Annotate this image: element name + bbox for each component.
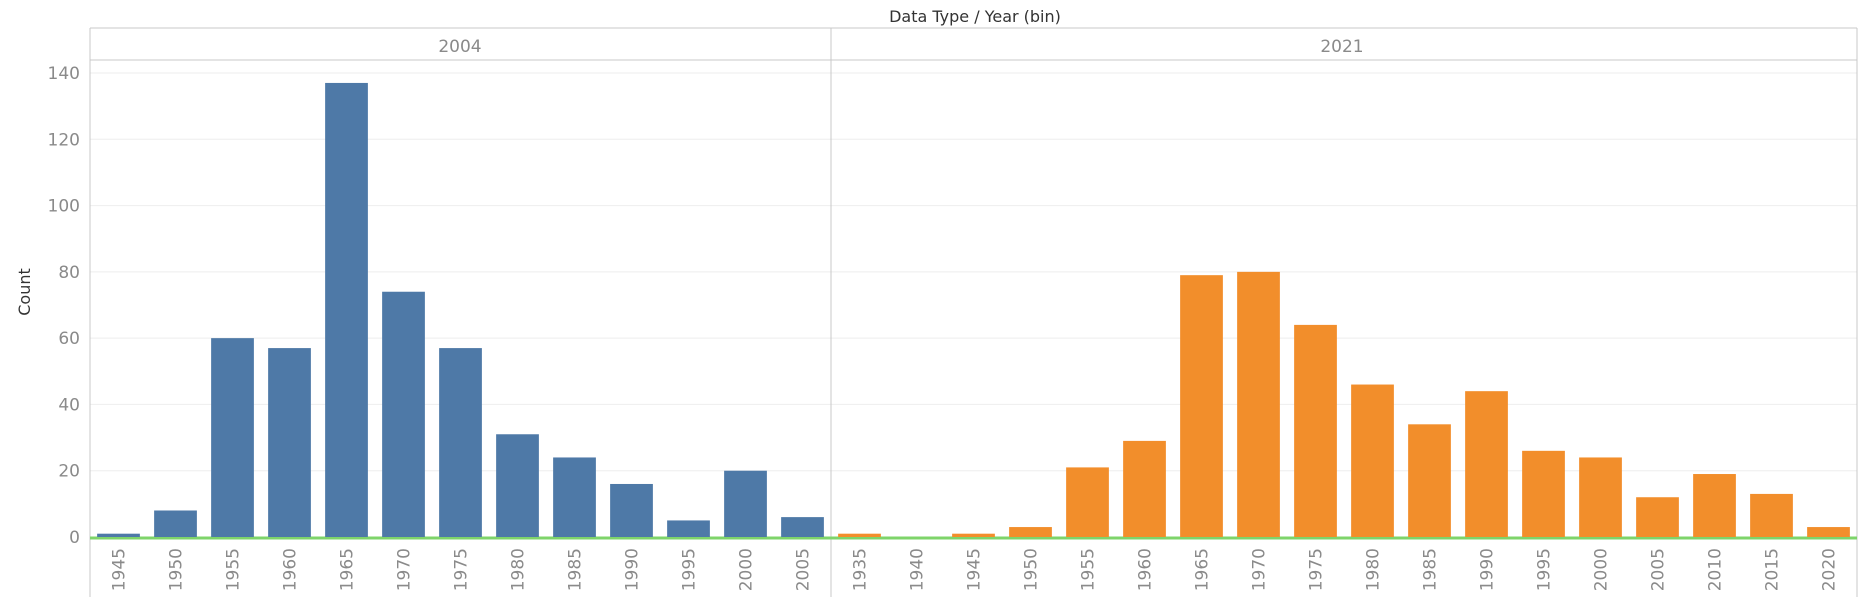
bar-2021-1980 xyxy=(1351,384,1394,537)
x-tick-label: 2010 xyxy=(1706,548,1726,591)
bar-2004-1995 xyxy=(667,520,710,537)
y-tick-label: 60 xyxy=(58,329,80,349)
y-tick-label: 0 xyxy=(69,528,80,548)
bar-2004-1985 xyxy=(553,457,596,537)
frame-layer xyxy=(89,27,1858,597)
x-tick-label: 1960 xyxy=(1136,548,1156,591)
chart-title: Data Type / Year (bin) xyxy=(889,7,1061,26)
y-axis: 0 20 40 60 80 100 120 140 xyxy=(48,64,80,548)
y-tick-label: 20 xyxy=(58,462,80,482)
y-tick-label: 140 xyxy=(48,64,80,84)
x-tick-label: 1975 xyxy=(1307,548,1327,591)
y-tick-label: 40 xyxy=(58,395,80,415)
bars-layer xyxy=(97,82,1850,537)
x-tick-label: 1950 xyxy=(167,548,187,591)
x-tick-label: 1955 xyxy=(1079,548,1099,591)
bar-2021-2000 xyxy=(1579,457,1622,537)
bar-2021-1975 xyxy=(1294,324,1337,537)
x-tick-label: 1960 xyxy=(281,548,301,591)
x-tick-label: 1965 xyxy=(1193,548,1213,591)
bar-2021-1970 xyxy=(1237,271,1280,537)
bar-2021-2020 xyxy=(1807,527,1850,537)
bar-2004-1980 xyxy=(496,434,539,537)
x-tick-label: 1985 xyxy=(1421,548,1441,591)
x-tick-label: 2000 xyxy=(737,548,757,591)
y-tick-label: 80 xyxy=(58,263,80,283)
bar-2021-1945 xyxy=(952,533,995,537)
bar-2021-2005 xyxy=(1636,497,1679,537)
y-tick-label: 100 xyxy=(48,197,80,217)
x-tick-label: 1945 xyxy=(110,548,130,591)
x-tick-label: 1990 xyxy=(623,548,643,591)
bar-2021-1950 xyxy=(1009,527,1052,537)
x-tick-label: 2020 xyxy=(1820,548,1840,591)
bar-2021-1990 xyxy=(1465,391,1508,537)
x-tick-label: 1990 xyxy=(1478,548,1498,591)
x-axis: 1945 1950 1955 1960 1965 1970 1975 1980 1985 1990… xyxy=(110,548,1840,591)
x-tick-label: 1945 xyxy=(965,548,985,591)
bar-2021-1985 xyxy=(1408,424,1451,537)
x-tick-label: 1995 xyxy=(680,548,700,591)
y-tick-label: 120 xyxy=(48,130,80,150)
bar-2021-1955 xyxy=(1066,467,1109,537)
bar-2004-1950 xyxy=(154,510,197,537)
x-tick-label: 2005 xyxy=(1649,548,1669,591)
bar-2004-2005 xyxy=(781,517,824,537)
x-tick-label: 1970 xyxy=(1250,548,1270,591)
bar-2021-2015 xyxy=(1750,493,1793,537)
bar-2021-1960 xyxy=(1123,440,1166,537)
x-tick-label: 1980 xyxy=(509,548,529,591)
y-axis-label: Count xyxy=(15,268,34,316)
panel-label-2021: 2021 xyxy=(1320,37,1363,57)
x-tick-label: 2000 xyxy=(1592,548,1612,591)
bar-2021-2010 xyxy=(1693,474,1736,537)
x-tick-label: 1940 xyxy=(908,548,928,591)
bar-2004-1960 xyxy=(268,348,311,537)
x-tick-label: 2015 xyxy=(1763,548,1783,591)
x-tick-label: 1975 xyxy=(452,548,472,591)
bar-2021-1965 xyxy=(1180,275,1223,537)
x-tick-label: 1955 xyxy=(224,548,244,591)
x-tick-label: 2005 xyxy=(794,548,814,591)
x-tick-label: 1995 xyxy=(1535,548,1555,591)
bar-2004-1955 xyxy=(211,338,254,537)
panel-label-2004: 2004 xyxy=(438,37,481,57)
x-tick-label: 1965 xyxy=(338,548,358,591)
x-tick-label: 1985 xyxy=(566,548,586,591)
x-tick-label: 1970 xyxy=(395,548,415,591)
x-tick-label: 1980 xyxy=(1364,548,1384,591)
x-tick-label: 1950 xyxy=(1022,548,1042,591)
bar-2004-2000 xyxy=(724,470,767,537)
bar-2021-1995 xyxy=(1522,450,1565,537)
bar-2004-1970 xyxy=(382,291,425,537)
bar-2004-1975 xyxy=(439,348,482,537)
bar-2004-1945 xyxy=(97,533,140,537)
bar-2004-1990 xyxy=(610,483,653,537)
bar-2004-1965 xyxy=(325,82,368,537)
x-tick-label: 1935 xyxy=(851,548,871,591)
bar-2021-1935 xyxy=(838,533,881,537)
